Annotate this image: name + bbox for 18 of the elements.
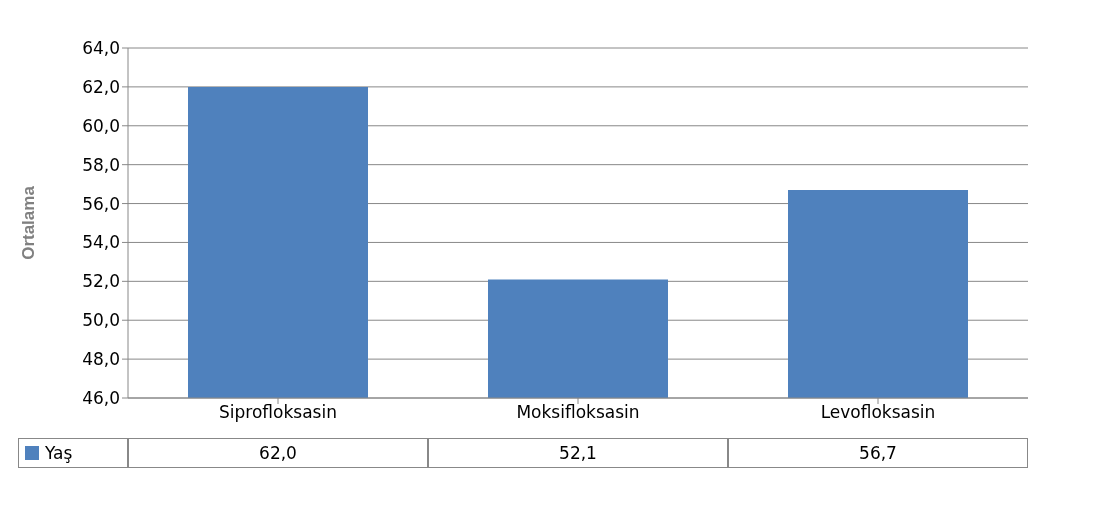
y-axis-title: Ortalama [19, 185, 39, 260]
x-tick-label: Levofloksasin [820, 402, 936, 423]
x-tick-label: Moksifloksasin [516, 402, 640, 423]
data-label: 56,7 [728, 438, 1028, 468]
y-tick-label: 50,0 [82, 310, 120, 331]
y-tick-label: 58,0 [82, 154, 120, 175]
y-tick-label: 48,0 [82, 349, 120, 370]
legend-label: Yaş [45, 443, 73, 463]
y-tick-label: 56,0 [82, 193, 120, 214]
y-tick-label: 64,0 [82, 38, 120, 59]
y-tick-label: 52,0 [82, 271, 120, 292]
y-tick-label: 54,0 [82, 232, 120, 253]
data-label: 62,0 [128, 438, 428, 468]
y-tick-label: 46,0 [82, 388, 120, 409]
x-tick-label: Siprofloksasin [219, 402, 337, 423]
data-label: 52,1 [428, 438, 728, 468]
y-tick-label: 62,0 [82, 76, 120, 97]
y-tick-label: 60,0 [82, 115, 120, 136]
